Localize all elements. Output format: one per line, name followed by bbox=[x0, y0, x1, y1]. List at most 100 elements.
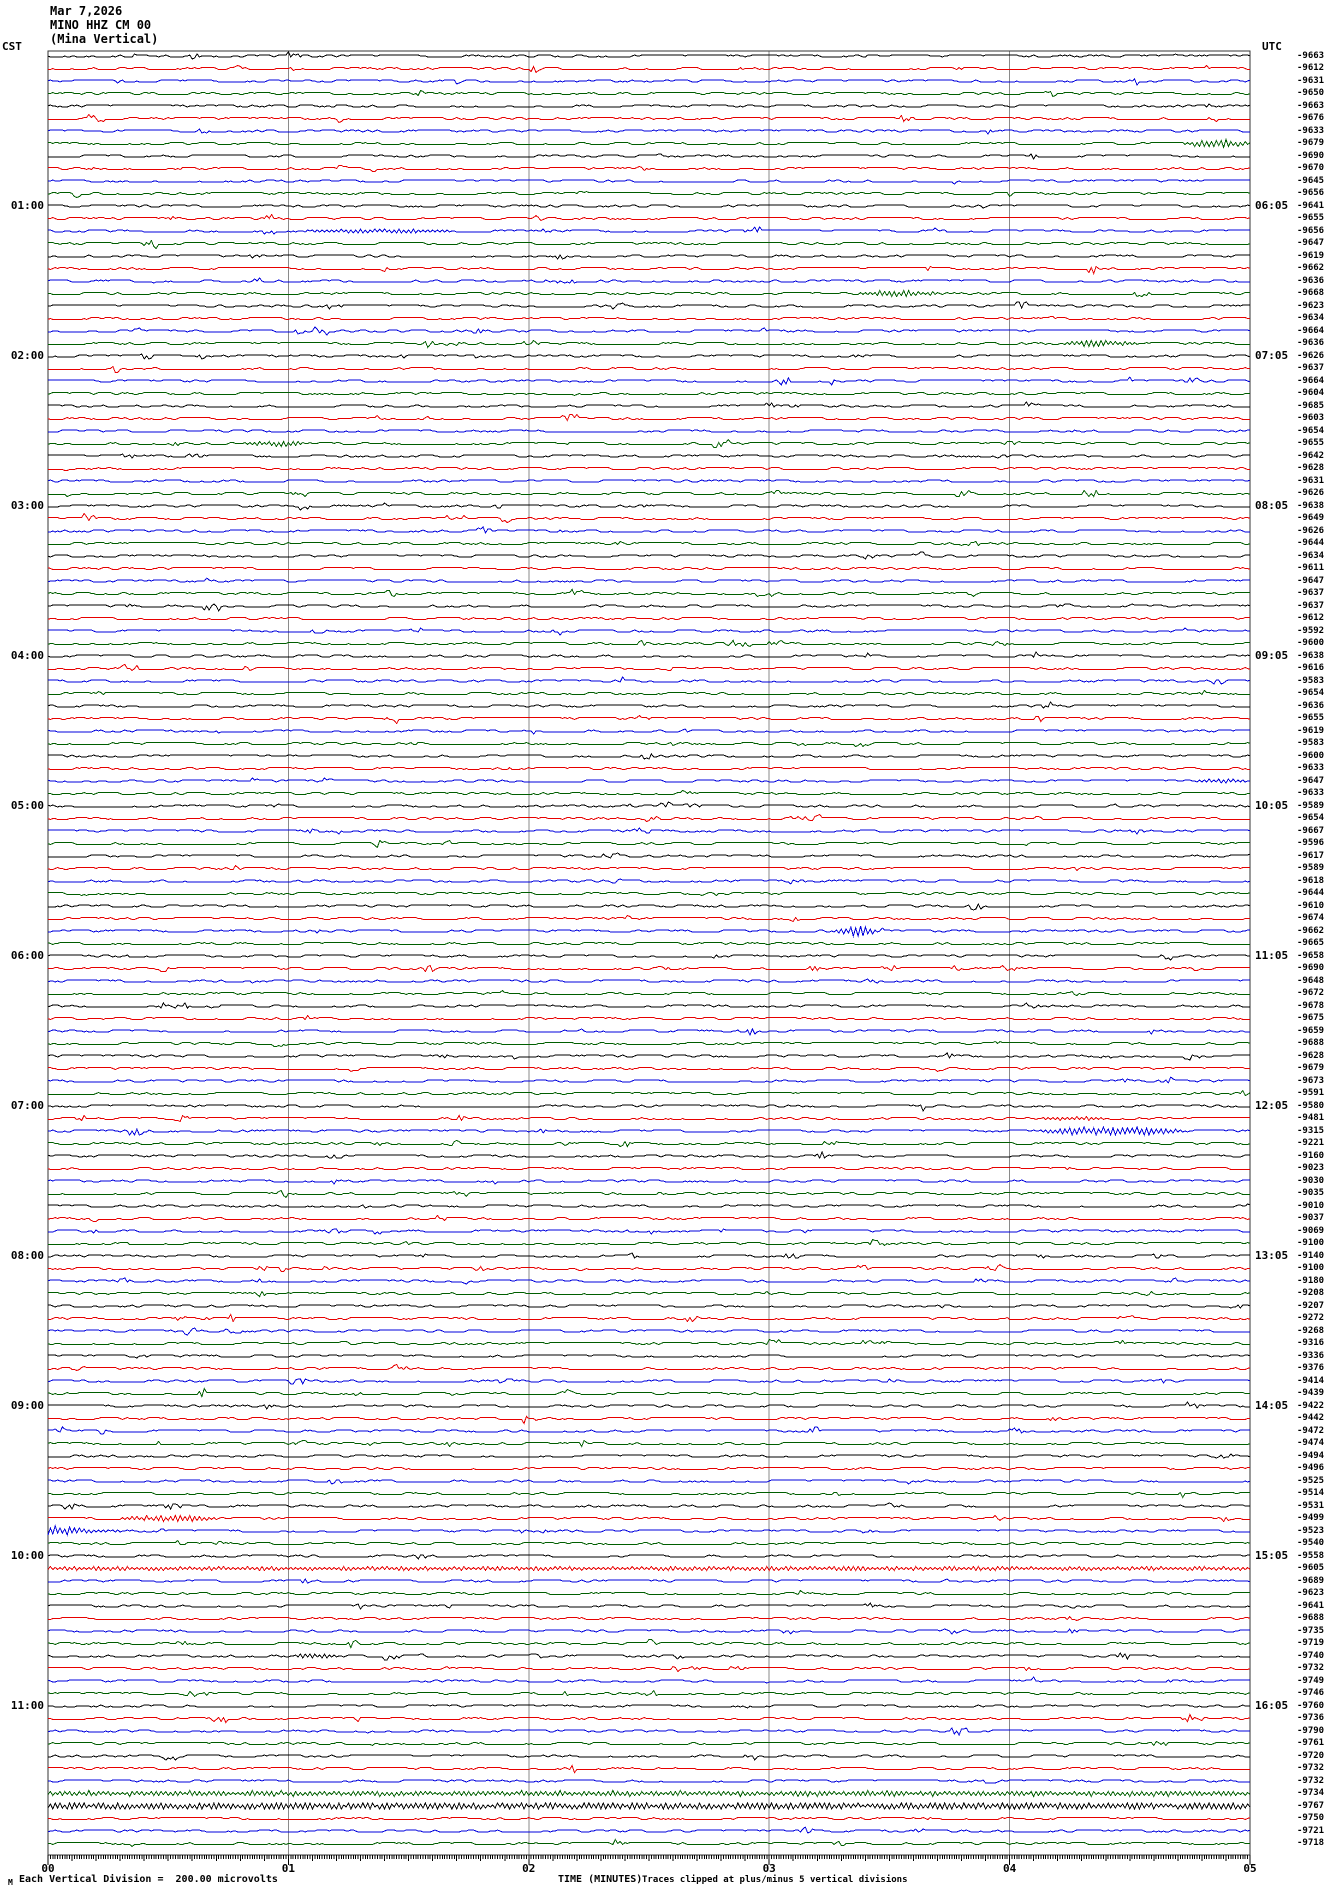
trace-path bbox=[48, 1363, 1251, 1372]
trace-path bbox=[47, 1554, 1250, 1560]
trace-offset-label: -9439 bbox=[1297, 1388, 1325, 1398]
trace-offset-label: -9631 bbox=[1297, 475, 1325, 486]
trace-offset-label: -9655 bbox=[1297, 713, 1325, 723]
trace-path bbox=[47, 1602, 1251, 1610]
trace-path bbox=[48, 1066, 1250, 1073]
trace-offset-label: -9690 bbox=[1297, 150, 1325, 161]
trace-offset-label: -9663 bbox=[1297, 100, 1325, 111]
trace-path bbox=[48, 1578, 1251, 1584]
trace-offset-label: -9675 bbox=[1297, 1013, 1325, 1023]
trace-offset-label: -9732 bbox=[1297, 1763, 1325, 1773]
trace-path bbox=[48, 1290, 1251, 1298]
trace-path bbox=[47, 551, 1250, 560]
trace-path bbox=[47, 1727, 1250, 1737]
trace-path bbox=[48, 1754, 1250, 1761]
trace-path bbox=[48, 502, 1250, 511]
trace-path bbox=[48, 663, 1251, 672]
trace-path bbox=[48, 365, 1250, 373]
trace-path bbox=[48, 153, 1250, 161]
trace-offset-label: -9678 bbox=[1297, 1000, 1325, 1011]
trace-path bbox=[48, 1263, 1250, 1272]
trace-offset-label: -9721 bbox=[1297, 1825, 1325, 1836]
trace-path bbox=[48, 226, 1250, 235]
trace-offset-label: -9583 bbox=[1297, 738, 1325, 748]
trace-path bbox=[48, 1139, 1251, 1148]
trace-offset-label: -9647 bbox=[1297, 575, 1325, 586]
trace-path bbox=[48, 1114, 1250, 1123]
trace-offset-label: -9659 bbox=[1297, 1025, 1325, 1036]
trace-offset-label: -9734 bbox=[1297, 1788, 1325, 1798]
trace-offset-label: -9719 bbox=[1297, 1638, 1325, 1648]
trace-offset-label: -9658 bbox=[1297, 950, 1325, 961]
trace-offset-label: -9617 bbox=[1297, 850, 1325, 861]
trace-path bbox=[48, 1665, 1251, 1673]
trace-path bbox=[47, 265, 1251, 275]
trace-offset-label: -9010 bbox=[1297, 1200, 1325, 1211]
trace-offset-label: -9718 bbox=[1297, 1838, 1325, 1848]
trace-path bbox=[48, 165, 1251, 172]
trace-path bbox=[47, 616, 1250, 621]
x-tick-label: 03 bbox=[762, 1862, 776, 1875]
trace-offset-label: -9472 bbox=[1297, 1425, 1325, 1436]
trace-path bbox=[48, 353, 1251, 360]
trace-path bbox=[47, 864, 1250, 872]
hour-label-right: 14:05 bbox=[1255, 1399, 1289, 1412]
trace-path bbox=[47, 714, 1251, 725]
trace-path bbox=[48, 289, 1250, 298]
trace-path bbox=[48, 339, 1250, 349]
hour-label-right: 12:05 bbox=[1255, 1099, 1289, 1112]
trace-offset-label: -9140 bbox=[1297, 1250, 1325, 1261]
trace-offset-label: -9685 bbox=[1297, 400, 1325, 411]
trace-path bbox=[48, 512, 1251, 524]
trace-offset-label: -9631 bbox=[1297, 75, 1325, 86]
trace-path bbox=[47, 1040, 1251, 1048]
trace-path bbox=[47, 1338, 1250, 1346]
trace-path bbox=[47, 1150, 1250, 1160]
trace-offset-label: -9619 bbox=[1297, 250, 1325, 261]
trace-offset-label: -9612 bbox=[1297, 63, 1325, 73]
trace-offset-label: -9315 bbox=[1297, 1125, 1325, 1136]
trace-offset-label: -9662 bbox=[1297, 925, 1325, 936]
trace-offset-label: -9636 bbox=[1297, 275, 1325, 286]
scale-note: Each Vertical Division = 200.00 microvol… bbox=[19, 1874, 278, 1885]
trace-path bbox=[48, 1453, 1251, 1459]
trace-offset-label: -9638 bbox=[1297, 500, 1325, 511]
trace-path bbox=[48, 1514, 1250, 1523]
trace-offset-label: -9634 bbox=[1297, 550, 1325, 561]
trace-offset-label: -9583 bbox=[1297, 675, 1325, 686]
trace-path bbox=[48, 989, 1250, 997]
trace-offset-label: -9037 bbox=[1297, 1213, 1325, 1223]
trace-path bbox=[48, 676, 1251, 685]
trace-path bbox=[47, 588, 1250, 598]
hour-label-right: 15:05 bbox=[1255, 1549, 1289, 1562]
trace-offset-label: -9637 bbox=[1297, 588, 1325, 598]
trace-path bbox=[47, 651, 1251, 658]
trace-path bbox=[48, 64, 1250, 74]
trace-path bbox=[47, 577, 1250, 583]
trace-path bbox=[47, 941, 1250, 946]
trace-path bbox=[47, 51, 1251, 60]
trace-path bbox=[48, 326, 1251, 336]
trace-path bbox=[48, 89, 1251, 98]
trace-offset-label: -9619 bbox=[1297, 725, 1325, 736]
trace-path bbox=[48, 453, 1250, 459]
trace-offset-label: -9221 bbox=[1297, 1138, 1325, 1148]
trace-path bbox=[48, 925, 1250, 938]
trace-path bbox=[48, 1313, 1251, 1323]
trace-path bbox=[48, 1104, 1250, 1113]
trace-path bbox=[47, 1466, 1250, 1471]
trace-path bbox=[47, 1826, 1251, 1834]
title-date: Mar 7,2026 bbox=[50, 4, 123, 18]
trace-offset-label: -9414 bbox=[1297, 1375, 1325, 1386]
trace-path bbox=[47, 413, 1250, 422]
hour-label-left: 07:00 bbox=[10, 1099, 44, 1112]
trace-offset-label: -9272 bbox=[1297, 1313, 1325, 1323]
trace-offset-label: -9654 bbox=[1297, 813, 1325, 823]
trace-path bbox=[47, 316, 1250, 321]
trace-offset-label: -9208 bbox=[1297, 1288, 1325, 1298]
trace-path bbox=[48, 179, 1250, 185]
trace-path bbox=[47, 741, 1251, 748]
x-tick-label: 05 bbox=[1243, 1862, 1257, 1875]
trace-path bbox=[48, 1189, 1250, 1199]
